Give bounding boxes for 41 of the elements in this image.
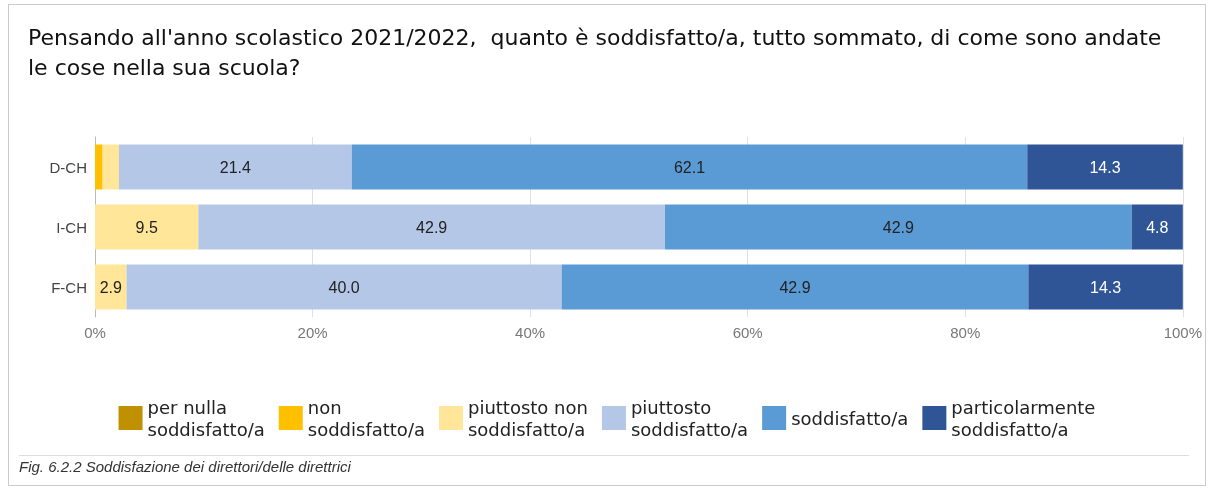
bar: [351, 144, 1028, 190]
data-label: 62.1: [673, 158, 706, 176]
bar: [95, 144, 103, 190]
bar: [665, 204, 1132, 250]
bar: [95, 204, 199, 250]
bar: [118, 144, 352, 190]
legend-label: piuttosto non soddisfatto/a: [467, 396, 588, 440]
bar: [1028, 264, 1183, 310]
chart-title: Pensando all'anno scolastico 2021/2022, quanto è soddisfatto/a, tutto sommato, di come sono andate le cose nella sua scuola?: [28, 24, 1169, 80]
bar: [126, 264, 562, 310]
data-label: 14.3: [1089, 158, 1121, 176]
data-label: 42.9: [882, 218, 915, 236]
bar: [95, 264, 127, 310]
legend-label: particolarmente soddisfatto/a: [951, 396, 1096, 440]
y-tick-label: I-CH: [56, 218, 87, 236]
x-tick-label: 40%: [515, 324, 546, 341]
legend-label: per nulla soddisfatto/a: [147, 396, 265, 440]
bar: [1027, 144, 1183, 190]
data-label: 42.9: [416, 218, 448, 236]
y-tick-label: D-CH: [49, 158, 87, 176]
x-tick-label: 20%: [297, 324, 328, 341]
data-label: 9.5: [135, 218, 158, 236]
y-tick-label: F-CH: [51, 278, 87, 296]
legend-label: soddisfatto/a: [791, 407, 909, 429]
caption: Fig. 6.2.2 Soddisfazione dei direttori/delle direttrici: [19, 455, 1189, 475]
x-tick-label: 60%: [732, 324, 763, 341]
data-label: 4.8: [1146, 218, 1169, 236]
data-label: 2.9: [99, 278, 122, 296]
legend-label: piuttosto soddisfatto/a: [630, 396, 749, 440]
data-label: 14.3: [1090, 278, 1122, 296]
legend-label: non soddisfatto/a: [307, 396, 425, 440]
bar: [561, 264, 1029, 310]
x-tick-label: 0%: [84, 324, 106, 341]
x-tick-label: 80%: [950, 324, 981, 341]
data-label: 21.4: [219, 158, 251, 176]
bar: [1131, 204, 1183, 250]
bar: [102, 144, 119, 190]
data-label: 40.0: [328, 278, 360, 296]
data-label: 42.9: [779, 278, 811, 296]
x-tick-label: 100%: [1163, 324, 1203, 341]
bar: [198, 204, 666, 250]
